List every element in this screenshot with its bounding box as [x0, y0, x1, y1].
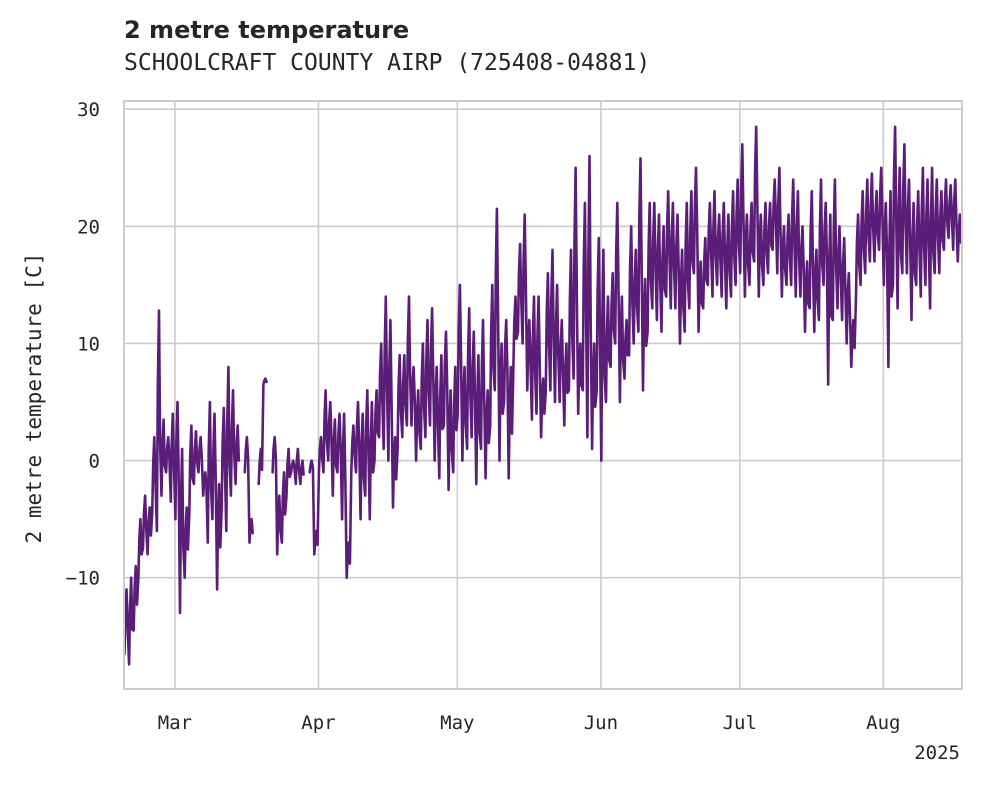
- y-tick-label: −10: [66, 568, 100, 590]
- temperature-series-line: [123, 309, 241, 666]
- x-tick-label: May: [440, 712, 474, 734]
- chart-title: 2 metre temperature: [124, 16, 410, 44]
- chart-subtitle: SCHOOLCRAFT COUNTY AIRP (725408-04881): [124, 50, 651, 76]
- x-tick-label: Jul: [723, 712, 757, 734]
- x-axis-year-label: 2025: [914, 742, 960, 764]
- temperature-series-line: [243, 435, 254, 544]
- y-tick-label: 10: [77, 333, 100, 355]
- x-tick-label: Apr: [301, 712, 335, 734]
- x-tick-label: Mar: [158, 712, 192, 734]
- y-tick-label: 30: [77, 99, 100, 121]
- series-layer: [123, 125, 963, 666]
- plot-frame: [123, 100, 963, 690]
- y-tick-label: 20: [77, 216, 100, 238]
- temperature-series-line: [257, 377, 268, 486]
- temperature-series-line: [308, 125, 963, 579]
- x-tick-label: Aug: [866, 712, 900, 734]
- y-tick-labels: −10 0 10 20 30: [66, 99, 100, 590]
- y-axis-label: 2 metre temperature [C]: [22, 253, 46, 544]
- y-tick-label: 0: [89, 451, 100, 473]
- x-tick-labels: Mar Apr May Jun Jul Aug: [158, 712, 901, 734]
- x-tick-label: Jun: [584, 712, 618, 734]
- temperature-series-line: [271, 435, 305, 556]
